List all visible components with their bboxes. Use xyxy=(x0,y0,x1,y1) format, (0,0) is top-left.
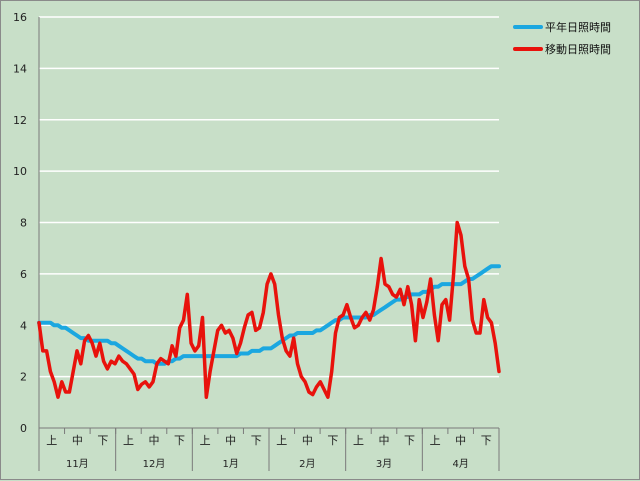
y-tick-label: 4 xyxy=(20,319,27,332)
x-month-label: 2月 xyxy=(299,458,315,470)
x-month-label: 11月 xyxy=(66,458,89,470)
x-sub-label: 下 xyxy=(481,434,492,447)
y-tick-label: 12 xyxy=(13,114,27,127)
y-axis-ticks: 0 2 4 6 8 10 12 14 16 xyxy=(13,11,40,435)
x-sub-label: 上 xyxy=(430,434,441,447)
y-tick-label: 2 xyxy=(20,371,27,384)
x-sub-label: 中 xyxy=(455,434,466,447)
gridlines xyxy=(39,16,499,429)
legend-label: 移動日照時間 xyxy=(545,42,611,56)
y-tick-label: 0 xyxy=(20,422,27,435)
x-sub-label: 中 xyxy=(225,434,236,447)
y-tick-label: 16 xyxy=(13,11,27,24)
x-sub-label: 上 xyxy=(123,434,134,447)
x-sub-label: 上 xyxy=(353,434,364,447)
x-month-label: 12月 xyxy=(143,458,166,470)
x-sub-label: 中 xyxy=(379,434,390,447)
x-sub-label: 中 xyxy=(149,434,160,447)
x-sub-label: 下 xyxy=(97,434,108,447)
x-sub-label: 上 xyxy=(276,434,287,447)
series-line-1 xyxy=(37,264,501,366)
y-tick-label: 14 xyxy=(13,62,27,75)
x-month-label: 3月 xyxy=(376,458,392,470)
x-sub-label: 下 xyxy=(251,434,262,447)
x-sub-label: 中 xyxy=(72,434,83,447)
x-month-label: 1月 xyxy=(222,458,238,470)
y-tick-label: 8 xyxy=(20,217,27,230)
legend-label: 平年日照時間 xyxy=(545,20,611,34)
x-sub-label: 中 xyxy=(302,434,313,447)
y-tick-label: 6 xyxy=(20,268,27,281)
y-tick-label: 10 xyxy=(13,165,27,178)
x-axis: 上中下11月上中下12月上中下1月上中下2月上中下3月上中下4月 xyxy=(38,428,500,471)
series-line-2 xyxy=(37,220,501,399)
series-lines xyxy=(37,220,501,399)
x-sub-label: 下 xyxy=(404,434,415,447)
x-sub-label: 上 xyxy=(46,434,57,447)
x-sub-label: 下 xyxy=(174,434,185,447)
x-sub-label: 下 xyxy=(327,434,338,447)
x-sub-label: 上 xyxy=(200,434,211,447)
x-month-label: 4月 xyxy=(452,458,468,470)
